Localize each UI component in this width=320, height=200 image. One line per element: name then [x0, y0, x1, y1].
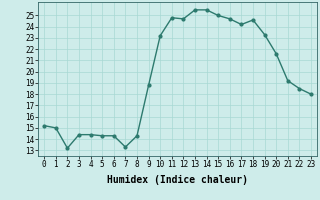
X-axis label: Humidex (Indice chaleur): Humidex (Indice chaleur) — [107, 175, 248, 185]
